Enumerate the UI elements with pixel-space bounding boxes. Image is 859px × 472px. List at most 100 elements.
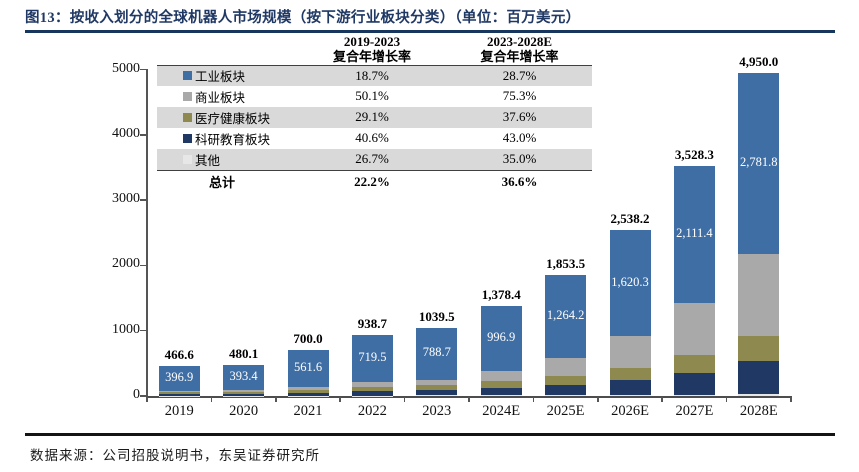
- bar-segment-医疗健康板块: [480, 381, 522, 388]
- legend-row-commercial: 商业板块 50.1% 75.3%: [157, 86, 592, 107]
- x-axis-category-label: 2020: [229, 403, 259, 419]
- x-axis-tick-mark: [661, 397, 663, 402]
- bar-segment-工业板块: [545, 274, 587, 358]
- bar-segment-科研教育板块: [287, 392, 329, 396]
- x-axis-tick-mark: [339, 397, 341, 402]
- bar-segment-医疗健康板块: [223, 391, 265, 394]
- y-axis-tick-label: 1000: [112, 321, 140, 337]
- y-axis-tick-label: 4000: [112, 125, 140, 141]
- legend-label-cell: 其他: [157, 150, 297, 169]
- bar-segment-医疗健康板块: [545, 375, 587, 385]
- bar-segment-医疗健康板块: [287, 389, 329, 393]
- bar-segment-科研教育板块: [480, 387, 522, 396]
- bar-total-label: 1,853.5: [546, 255, 586, 271]
- industrial-segment-label: 1,620.3: [611, 274, 649, 289]
- bar-segment-商业板块: [738, 254, 780, 336]
- bar-segment-其他: [416, 395, 458, 396]
- y-axis-tick-mark: [140, 134, 146, 136]
- x-axis-tick-mark: [725, 397, 728, 402]
- total-cagr-value: 22.2%: [354, 173, 390, 189]
- bar-segment-科研教育板块: [673, 373, 715, 395]
- legend-label-cell: 商业板块: [157, 87, 297, 106]
- cagr-period-2: 2023-2028E: [487, 34, 552, 49]
- data-source-note: 数据来源：公司招股说明书，东吴证券研究所: [30, 448, 320, 463]
- y-axis-tick-mark: [140, 264, 146, 267]
- legend-header-cagr-19-23: 2019-2023 复合年增长率: [297, 34, 447, 65]
- y-axis-tick-mark: [140, 329, 146, 332]
- legend-label: 商业板块: [195, 90, 246, 105]
- title-divider-rule: [25, 30, 835, 33]
- cagr-value: 35.0%: [502, 151, 537, 167]
- legend-label: 其他: [195, 153, 221, 168]
- cagr-value: 50.1%: [355, 88, 389, 104]
- cagr-value: 37.6%: [502, 109, 537, 125]
- footer-divider-rule: [25, 433, 835, 436]
- bar-segment-其他: [545, 395, 587, 396]
- commercial-swatch-icon: [183, 91, 192, 101]
- legend-label-cell: 科研教育板块: [157, 129, 297, 148]
- other-swatch-icon: [183, 154, 192, 164]
- industrial-segment-label: 996.9: [487, 330, 516, 345]
- x-axis-tick-mark: [146, 397, 148, 402]
- cagr-value: 43.0%: [502, 130, 537, 146]
- industrial-segment-label: 561.6: [293, 360, 323, 375]
- bar-segment-工业板块: [223, 364, 265, 391]
- legend-header-spacer: [157, 34, 297, 65]
- bar-segment-工业板块: [416, 328, 458, 380]
- x-axis-line: [146, 395, 792, 398]
- bar-segment-其他: [738, 394, 780, 396]
- bar-segment-科研教育板块: [545, 384, 587, 395]
- legend-label: 科研教育板块: [195, 132, 271, 147]
- x-axis-category-label: 2019: [164, 403, 194, 419]
- bar-segment-工业板块: [287, 350, 329, 387]
- bar-segment-医疗健康板块: [351, 386, 393, 392]
- legend-row-total: 总计 22.2% 36.6%: [157, 169, 592, 193]
- research-swatch-icon: [183, 133, 192, 143]
- bar-segment-商业板块: [223, 390, 265, 392]
- legend-cagr-table: 2019-2023 复合年增长率 2023-2028E 复合年增长率 工业板块 …: [157, 34, 592, 193]
- bar-segment-其他: [609, 394, 651, 396]
- x-axis-tick-mark: [468, 397, 470, 402]
- total-cagr-value: 36.6%: [501, 173, 538, 189]
- legend-row-other: 其他 26.7% 35.0%: [157, 148, 592, 170]
- industrial-segment-label: 393.4: [229, 368, 258, 383]
- bar-segment-其他: [223, 395, 265, 397]
- total-label: 总计: [209, 175, 236, 191]
- cagr-value: 28.7%: [502, 67, 537, 83]
- figure-title: 图13：按收入划分的全球机器人市场规模（按下游行业板块分类）（单位：百万美元）: [25, 10, 581, 26]
- bar-segment-医疗健康板块: [738, 335, 780, 361]
- cagr-value: 18.7%: [355, 67, 389, 83]
- bar-segment-其他: [287, 395, 329, 397]
- cagr-period-1: 2019-2023: [343, 34, 401, 49]
- cagr-value: 40.6%: [355, 130, 389, 146]
- bar-segment-工业板块: [673, 165, 715, 304]
- industrial-swatch-icon: [183, 71, 192, 81]
- bar-segment-商业板块: [351, 381, 393, 387]
- legend-label-cell: 医疗健康板块: [157, 108, 297, 127]
- bar-segment-商业板块: [480, 371, 522, 382]
- bar-segment-其他: [158, 395, 200, 397]
- bar-total-label: 2,538.2: [610, 211, 650, 227]
- bar-segment-其他: [480, 395, 522, 396]
- bar-segment-工业板块: [158, 365, 200, 392]
- bar-segment-医疗健康板块: [609, 368, 651, 381]
- x-axis-tick-mark: [403, 397, 406, 402]
- legend-row-medical: 医疗健康板块 29.1% 37.6%: [157, 106, 592, 128]
- bar-segment-科研教育板块: [223, 393, 265, 396]
- bar-segment-科研教育板块: [416, 389, 458, 396]
- bar-segment-工业板块: [738, 72, 780, 255]
- cagr-caption-1: 复合年增长率: [332, 49, 411, 65]
- bar-total-label: 3,528.3: [674, 146, 714, 162]
- bar-segment-医疗健康板块: [158, 392, 200, 395]
- y-axis-line: [146, 69, 148, 397]
- bar-segment-医疗健康板块: [673, 354, 715, 373]
- industrial-segment-label: 2,781.8: [740, 155, 778, 170]
- bar-segment-科研教育板块: [158, 394, 200, 396]
- bar-segment-工业板块: [480, 305, 522, 372]
- bar-total-label: 480.1: [228, 345, 259, 361]
- bar-segment-其他: [351, 395, 393, 397]
- bar-segment-商业板块: [416, 379, 458, 386]
- bar-segment-工业板块: [351, 334, 393, 382]
